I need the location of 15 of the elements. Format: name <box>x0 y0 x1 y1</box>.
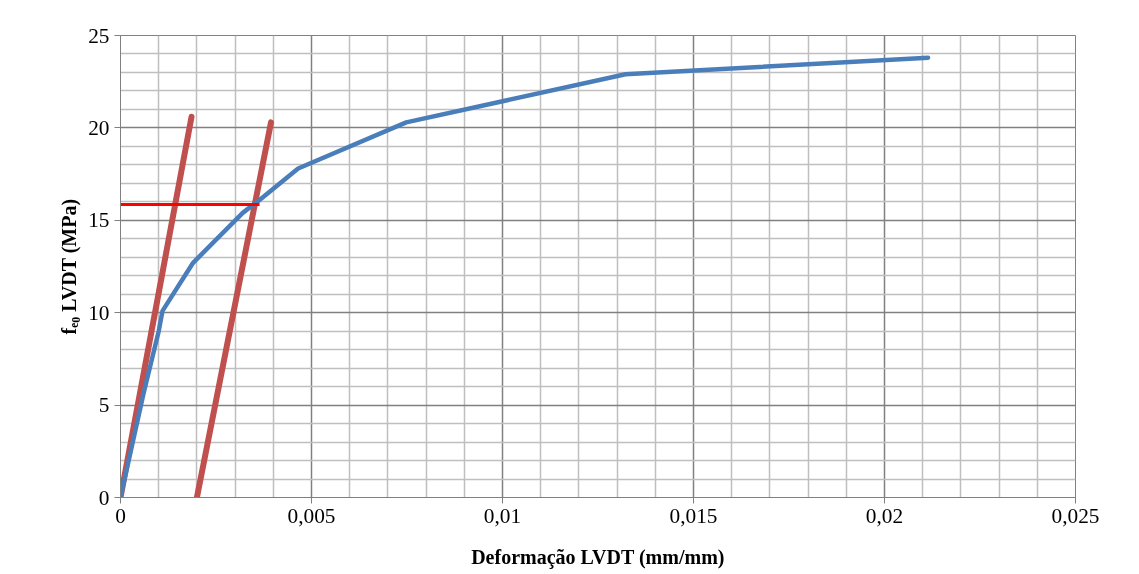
y-axis-title: fₑ₀ LVDT (MPa) <box>58 198 82 335</box>
x-tick-label: 0 <box>115 503 126 528</box>
y-tick-label: 10 <box>88 300 110 325</box>
x-tick-label: 0,015 <box>669 503 718 528</box>
x-tick-label: 0,005 <box>287 503 336 528</box>
y-tick-label: 15 <box>88 208 110 233</box>
y-tick-label: 5 <box>98 393 110 418</box>
line-series <box>120 55 931 498</box>
x-tick-label: 0,01 <box>483 503 522 528</box>
y-tick-label: 20 <box>88 115 110 140</box>
y-tick-label: 25 <box>88 23 110 48</box>
x-axis-title: Deformação LVDT (mm/mm) <box>471 545 725 569</box>
x-tick-label: 0,02 <box>865 503 904 528</box>
y-tick-label: 0 <box>98 485 110 510</box>
x-tick-label: 0,025 <box>1051 503 1100 528</box>
